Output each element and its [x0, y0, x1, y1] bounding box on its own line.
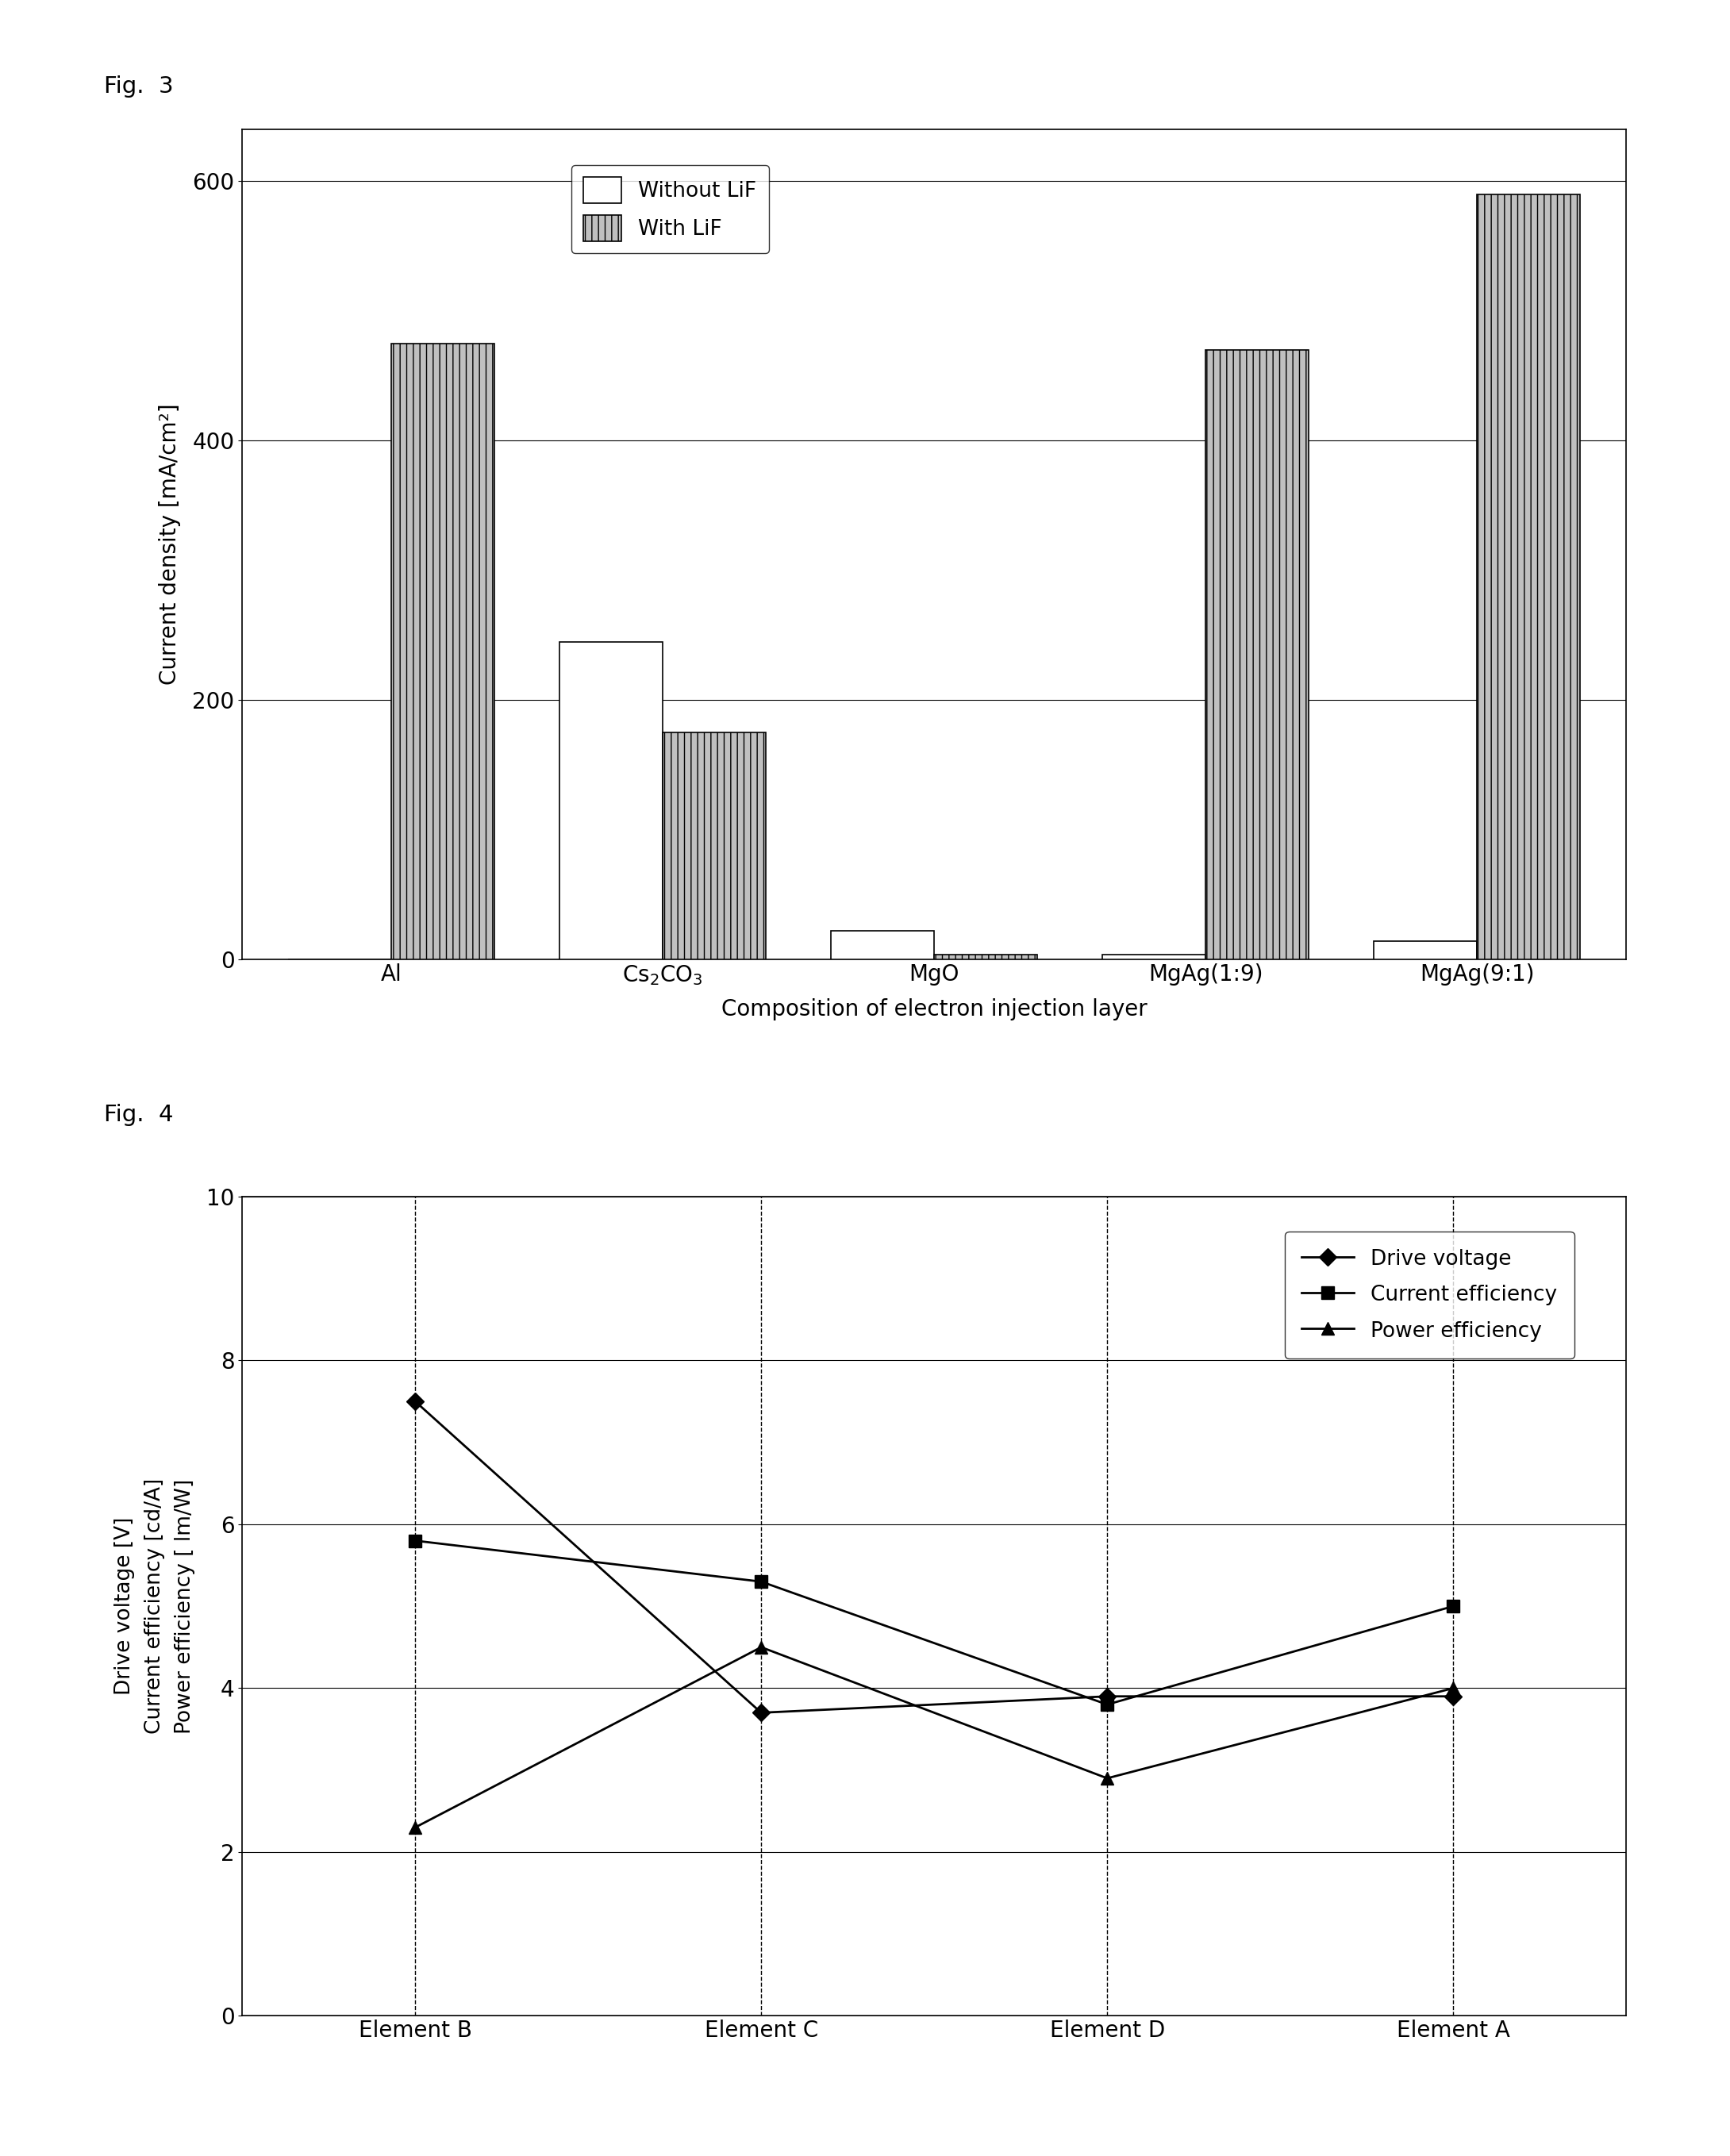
- Text: Fig.  3: Fig. 3: [104, 75, 173, 97]
- Power efficiency: [1097, 1766, 1118, 1792]
- Power efficiency: [1443, 1675, 1464, 1701]
- Line: Current efficiency: Current efficiency: [408, 1535, 1460, 1710]
- Current efficiency: [751, 1570, 772, 1595]
- Bar: [561, 642, 663, 959]
- Y-axis label: Drive voltage [V]
Current efficiency [cd/A]
Power efficiency [ lm/W]: Drive voltage [V] Current efficiency [cd…: [114, 1479, 195, 1733]
- Current efficiency: [1097, 1692, 1118, 1718]
- Drive voltage: [751, 1699, 772, 1725]
- Bar: [934, 955, 1038, 959]
- Bar: [1477, 194, 1579, 959]
- Y-axis label: Current density [mA/cm²]: Current density [mA/cm²]: [159, 403, 182, 686]
- Text: Fig.  4: Fig. 4: [104, 1104, 173, 1125]
- Line: Power efficiency: Power efficiency: [408, 1641, 1460, 1833]
- Line: Drive voltage: Drive voltage: [408, 1395, 1460, 1718]
- Drive voltage: [1097, 1684, 1118, 1710]
- Bar: [1102, 955, 1206, 959]
- Current efficiency: [1443, 1593, 1464, 1619]
- Bar: [1374, 942, 1477, 959]
- Bar: [663, 733, 766, 959]
- Power efficiency: [751, 1634, 772, 1660]
- Bar: [1206, 349, 1308, 959]
- Bar: [391, 343, 495, 959]
- Legend: Drive voltage, Current efficiency, Power efficiency: Drive voltage, Current efficiency, Power…: [1285, 1231, 1574, 1358]
- Bar: [830, 931, 934, 959]
- Current efficiency: [405, 1529, 426, 1554]
- X-axis label: Composition of electron injection layer: Composition of electron injection layer: [721, 998, 1147, 1020]
- Drive voltage: [405, 1388, 426, 1414]
- Power efficiency: [405, 1815, 426, 1841]
- Drive voltage: [1443, 1684, 1464, 1710]
- Legend: Without LiF, With LiF: Without LiF, With LiF: [571, 164, 768, 254]
